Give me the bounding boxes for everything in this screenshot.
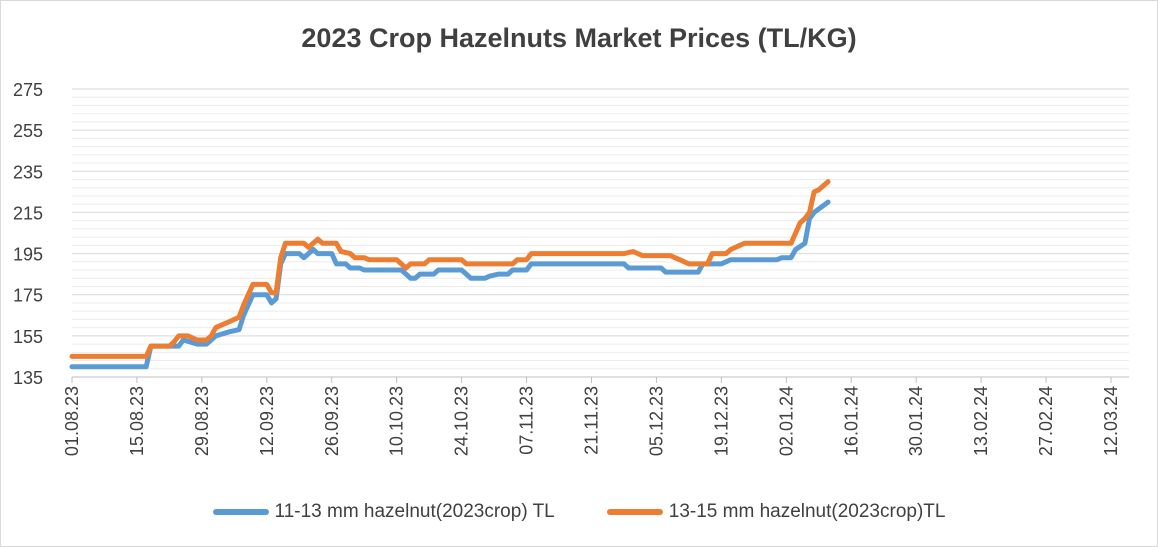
x-tick-label: 10.10.23	[387, 386, 407, 456]
x-axis-ticks: 01.08.23 15.08.23 29.08.23 12.09.23 26.09.23…	[62, 386, 1121, 456]
x-tick-label: 01.08.23	[62, 386, 82, 456]
series-lines	[69, 179, 831, 370]
y-tick-label: 275	[13, 80, 43, 100]
x-tick-label: 21.11.23	[582, 386, 602, 455]
x-tick-label: 13.02.24	[971, 386, 991, 456]
y-tick-label: 255	[13, 121, 43, 141]
y-tick-label: 215	[13, 203, 43, 223]
x-tick-label: 27.02.24	[1036, 386, 1056, 456]
legend-item-series-1: 11-13 mm hazelnut(2023crop) TL	[212, 501, 555, 523]
x-tick-label: 15.08.23	[127, 386, 147, 456]
x-tick-label: 12.03.24	[1101, 386, 1121, 456]
legend: 11-13 mm hazelnut(2023crop) TL 13-15 mm …	[1, 501, 1157, 523]
x-tick-label: 19.12.23	[711, 386, 731, 456]
y-tick-label: 175	[13, 286, 43, 306]
y-axis-ticks: 135 155 175 195 215 235 255 275	[13, 80, 43, 388]
plot-area: 135 155 175 195 215 235 255 275 01.08.23 15.08.2…	[13, 80, 1129, 456]
x-tick-label: 05.12.23	[646, 386, 666, 456]
y-tick-label: 135	[13, 368, 43, 388]
y-tick-label: 235	[13, 162, 43, 182]
x-tick-label: 07.11.23	[517, 386, 537, 455]
x-tick-label: 02.01.24	[776, 386, 796, 456]
x-tick-label: 12.09.23	[257, 386, 277, 456]
series-line-1	[69, 199, 831, 370]
x-tick-label: 29.08.23	[192, 386, 212, 456]
x-tick-label: 24.10.23	[452, 386, 472, 456]
y-tick-label: 155	[13, 327, 43, 347]
x-tick-label: 26.09.23	[322, 386, 342, 456]
legend-label-series-1: 11-13 mm hazelnut(2023crop) TL	[274, 501, 555, 522]
series-line-2	[69, 179, 831, 359]
y-tick-label: 195	[13, 245, 43, 265]
gridlines	[72, 88, 1129, 370]
x-axis	[71, 376, 1129, 383]
x-tick-label: 16.01.24	[841, 386, 861, 456]
legend-swatch-series-2	[606, 509, 663, 515]
legend-item-series-2: 13-15 mm hazelnut(2023crop)TL	[606, 501, 946, 523]
x-tick-label: 30.01.24	[906, 386, 926, 456]
legend-swatch-series-1	[212, 509, 269, 515]
legend-label-series-2: 13-15 mm hazelnut(2023crop)TL	[668, 501, 946, 522]
chart-title: 2023 Crop Hazelnuts Market Prices (TL/KG…	[301, 23, 857, 53]
